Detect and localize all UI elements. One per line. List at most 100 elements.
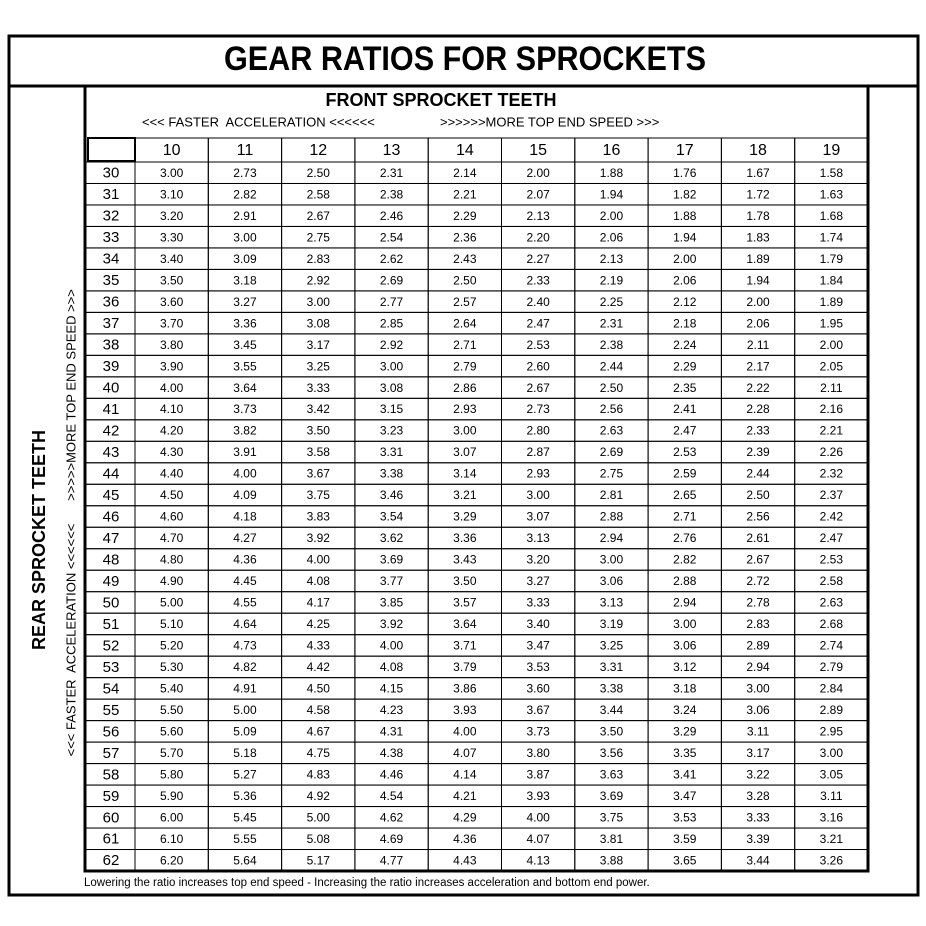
ratio-value: 3.86	[453, 682, 477, 696]
ratio-value: 3.31	[380, 445, 404, 459]
ratio-value: 5.00	[233, 703, 257, 717]
row-header: 54	[103, 680, 120, 697]
ratio-value: 3.14	[453, 467, 477, 481]
ratio-value: 4.00	[160, 381, 184, 395]
ratio-value: 3.38	[600, 682, 624, 696]
ratio-value: 2.25	[600, 295, 624, 309]
ratio-value: 2.44	[746, 467, 770, 481]
ratio-value: 3.92	[307, 531, 331, 545]
ratio-value: 2.53	[526, 338, 550, 352]
row-header: 56	[103, 723, 120, 740]
ratio-value: 4.91	[233, 682, 257, 696]
ratio-value: 2.61	[746, 531, 770, 545]
ratio-value: 3.20	[526, 553, 550, 567]
ratio-value: 4.62	[380, 810, 404, 824]
ratio-value: 2.82	[673, 553, 697, 567]
ratio-value: 2.80	[526, 424, 550, 438]
ratio-value: 3.00	[160, 166, 184, 180]
ratio-value: 2.53	[820, 553, 844, 567]
ratio-value: 2.89	[820, 703, 844, 717]
ratio-value: 3.54	[380, 510, 404, 524]
ratio-value: 3.38	[380, 467, 404, 481]
ratio-value: 1.74	[820, 230, 844, 244]
ratio-value: 4.55	[233, 596, 257, 610]
ratio-value: 2.41	[673, 402, 697, 416]
ratio-value: 5.90	[160, 789, 184, 803]
ratio-value: 2.16	[820, 402, 844, 416]
ratio-value: 5.40	[160, 682, 184, 696]
ratio-value: 3.81	[600, 832, 624, 846]
ratio-value: 2.22	[746, 381, 770, 395]
ratio-value: 3.16	[820, 810, 844, 824]
ratio-value: 3.25	[307, 359, 331, 373]
ratio-value: 1.58	[820, 166, 844, 180]
ratio-value: 2.67	[746, 553, 770, 567]
ratio-value: 4.90	[160, 574, 184, 588]
ratio-value: 4.14	[453, 767, 477, 781]
ratio-value: 2.50	[746, 488, 770, 502]
ratio-value: 2.93	[526, 467, 550, 481]
ratio-value: 2.29	[673, 359, 697, 373]
row-header: 43	[103, 444, 120, 461]
ratio-value: 3.10	[160, 187, 184, 201]
ratio-value: 2.06	[600, 230, 624, 244]
ratio-value: 3.45	[233, 338, 257, 352]
row-header: 42	[103, 423, 120, 440]
ratio-value: 2.44	[600, 359, 624, 373]
ratio-value: 1.94	[673, 230, 697, 244]
ratio-value: 5.30	[160, 660, 184, 674]
ratio-value: 2.00	[673, 252, 697, 266]
ratio-value: 3.00	[453, 424, 477, 438]
ratio-value: 2.36	[453, 230, 477, 244]
ratio-value: 4.50	[307, 682, 331, 696]
ratio-value: 3.85	[380, 596, 404, 610]
ratio-value: 2.94	[600, 531, 624, 545]
ratio-value: 1.89	[820, 295, 844, 309]
front-left-note: <<< FASTER ACCELERATION <<<<<<	[142, 114, 375, 129]
ratio-value: 3.21	[453, 488, 477, 502]
ratio-value: 2.11	[747, 338, 770, 352]
ratio-value: 3.46	[380, 488, 404, 502]
ratio-value: 2.75	[307, 230, 331, 244]
ratio-value: 3.50	[307, 424, 331, 438]
row-header: 60	[103, 809, 120, 826]
ratio-value: 4.07	[526, 832, 550, 846]
ratio-value: 3.40	[160, 252, 184, 266]
ratio-value: 4.00	[380, 639, 404, 653]
ratio-value: 3.30	[160, 230, 184, 244]
ratio-value: 3.44	[746, 853, 770, 867]
ratio-value: 4.20	[160, 424, 184, 438]
ratio-value: 2.84	[820, 682, 844, 696]
ratio-value: 1.94	[746, 273, 770, 287]
ratio-value: 3.15	[380, 402, 404, 416]
ratio-value: 2.86	[453, 381, 477, 395]
ratio-value: 3.75	[307, 488, 331, 502]
ratio-value: 2.74	[820, 639, 844, 653]
ratio-value: 4.18	[233, 510, 257, 524]
ratio-value: 5.17	[307, 853, 331, 867]
ratio-value: 4.15	[380, 682, 404, 696]
ratio-value: 3.12	[673, 660, 697, 674]
ratio-value: 2.33	[746, 424, 770, 438]
ratio-value: 5.10	[160, 617, 184, 631]
ratio-value: 3.29	[453, 510, 477, 524]
ratio-value: 2.27	[526, 252, 550, 266]
ratio-value: 2.35	[673, 381, 697, 395]
ratio-value: 3.00	[526, 488, 550, 502]
ratio-value: 6.00	[160, 810, 184, 824]
ratio-value: 3.27	[233, 295, 257, 309]
ratio-value: 3.31	[600, 660, 624, 674]
front-title: FRONT SPROCKET TEETH	[325, 90, 556, 110]
ratio-value: 4.82	[233, 660, 257, 674]
ratio-value: 2.94	[746, 660, 770, 674]
ratio-value: 2.83	[746, 617, 770, 631]
row-header: 47	[103, 530, 120, 547]
ratio-value: 2.69	[380, 273, 404, 287]
ratio-value: 3.23	[380, 424, 404, 438]
ratio-value: 4.23	[380, 703, 404, 717]
ratio-value: 2.94	[673, 596, 697, 610]
ratio-value: 5.20	[160, 639, 184, 653]
ratio-value: 2.31	[380, 166, 404, 180]
ratio-value: 4.75	[307, 746, 331, 760]
ratio-value: 2.06	[673, 273, 697, 287]
